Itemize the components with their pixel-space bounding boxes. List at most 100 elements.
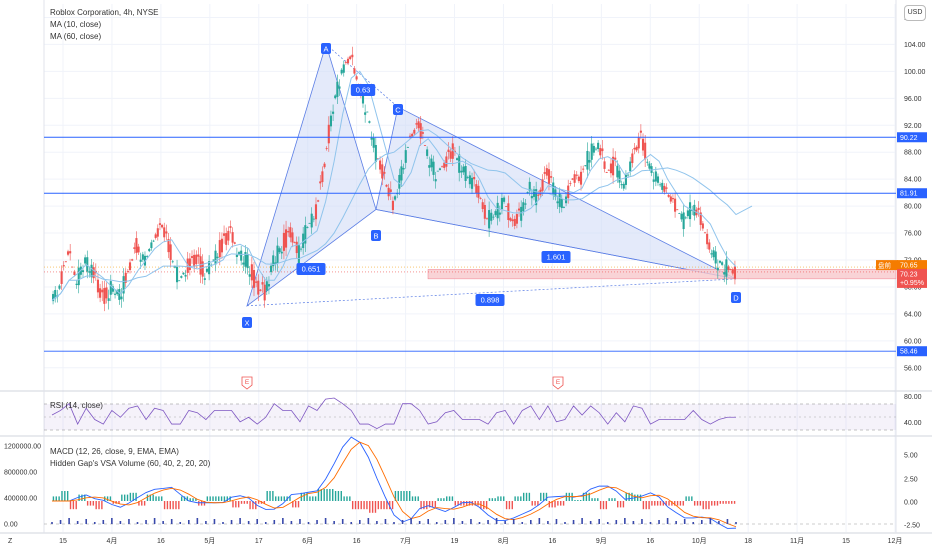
volume-bar (239, 518, 241, 524)
macd-hist-bar (691, 496, 693, 501)
x-tick-label: 4月 (106, 537, 117, 545)
earnings-marker (241, 376, 253, 390)
macd-hist-bar (414, 496, 417, 501)
candle-body (550, 176, 553, 178)
premarket-label: 盘前 (878, 261, 892, 270)
macd-hist-bar (109, 496, 112, 501)
currency-button[interactable]: USD (904, 5, 926, 21)
candle-body (101, 289, 104, 293)
point-label-c: C (395, 106, 401, 115)
x-tick-label: 17 (255, 538, 263, 545)
macd-hist-bar (215, 496, 217, 501)
volume-bar (410, 518, 412, 524)
macd-hist-bar (659, 501, 662, 506)
candle-body (257, 280, 260, 295)
earnings-marker-label: E (556, 379, 561, 386)
macd-hist-bar (246, 501, 248, 504)
macd-hist-bar (158, 496, 160, 501)
ma60-label: MA (60, close) (50, 32, 102, 41)
volume-bar (393, 522, 395, 524)
candle-body (64, 261, 67, 263)
level-tag-text: 58.46 (900, 349, 918, 356)
macd-hist-bar (391, 501, 394, 510)
timezone-button: Z (8, 538, 13, 545)
candle-body (614, 157, 617, 160)
candle-body (167, 239, 170, 253)
x-tick-label: 12月 (888, 537, 903, 545)
volume-bar (666, 518, 669, 524)
candle-body (592, 145, 595, 153)
macd-hist-bar (514, 496, 516, 501)
macd-hist-bar (463, 501, 465, 506)
macd-hist-bar (431, 501, 434, 508)
candle-body (105, 287, 108, 299)
x-tick-label: 15 (59, 538, 67, 545)
macd-hist-bar (343, 496, 345, 501)
macd-hist-bar (132, 492, 134, 501)
candle-body (291, 232, 294, 243)
candle-body (154, 234, 157, 238)
macd-hist-bar (206, 496, 209, 501)
macd-hist-bar (386, 501, 388, 510)
candle-body (73, 271, 76, 275)
ratio-badge (296, 263, 326, 275)
candle-body (184, 274, 187, 277)
candle-body (659, 184, 662, 186)
candle-body (490, 212, 493, 221)
candle-body (391, 200, 394, 211)
candle-body (408, 135, 412, 137)
macd-hist-bar (161, 496, 163, 501)
candle-body (150, 242, 153, 249)
macd-hist-bar (155, 496, 157, 501)
macd-hist-bar (320, 489, 323, 501)
candle-body (622, 183, 625, 189)
y-tick-label: 92.00 (904, 123, 922, 130)
macd-hist-bar (654, 501, 656, 506)
candle-body (599, 148, 602, 156)
volume-bar (128, 519, 130, 524)
macd-hist-bar (81, 494, 83, 501)
candle-body (368, 121, 371, 123)
macd-hist-bar (269, 491, 271, 501)
candle-body (413, 129, 416, 134)
candle-body (370, 137, 373, 140)
macd-hist-bar (351, 501, 354, 510)
volume-bar (188, 520, 190, 524)
candle-body (259, 289, 262, 291)
volume-bar (213, 519, 216, 524)
candle-body (500, 197, 503, 210)
macd-hist-bar (731, 501, 733, 504)
candle-body (432, 161, 435, 175)
macd-hist-bar (360, 501, 362, 510)
macd-hist-bar (446, 496, 448, 501)
level-tag (897, 188, 927, 199)
macd-hist-bar (252, 501, 254, 510)
candle-body (227, 230, 230, 241)
candle-body (577, 176, 580, 182)
macd-hist-bar (465, 501, 468, 506)
volume-bar (384, 519, 387, 524)
volume-bar (692, 522, 695, 524)
candle-body (265, 281, 268, 291)
candle-body (423, 145, 427, 146)
candle-body (641, 138, 645, 151)
macd-hist-bar (317, 489, 320, 501)
macd-hist-bar (534, 501, 536, 506)
candle-body (586, 150, 589, 170)
candle-body (725, 259, 728, 277)
volume-bar (418, 521, 421, 524)
macd-hist-bar (369, 501, 371, 513)
volume-bar (435, 522, 438, 524)
candle-body (295, 241, 298, 254)
macd-hist-bar (377, 501, 380, 510)
macd-hist-bar (340, 491, 342, 501)
candle-body (656, 176, 660, 183)
macd-hist-bar (123, 494, 126, 501)
macd-hist-bar (195, 498, 197, 501)
candle-body (528, 181, 531, 192)
macd-hist-bar (337, 491, 340, 501)
volume-bar (273, 520, 276, 524)
premarket-tag (876, 260, 898, 271)
candle-body (285, 229, 288, 248)
